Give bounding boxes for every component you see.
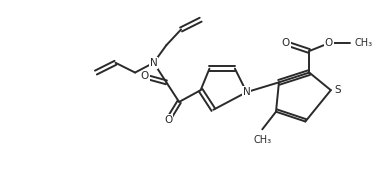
- Text: O: O: [282, 38, 290, 48]
- Text: O: O: [141, 72, 149, 82]
- Text: O: O: [325, 38, 333, 48]
- Text: O: O: [164, 114, 172, 124]
- Text: CH₃: CH₃: [253, 135, 272, 145]
- Text: N: N: [150, 58, 157, 68]
- Text: S: S: [334, 85, 341, 95]
- Text: CH₃: CH₃: [354, 38, 373, 48]
- Text: N: N: [243, 87, 251, 97]
